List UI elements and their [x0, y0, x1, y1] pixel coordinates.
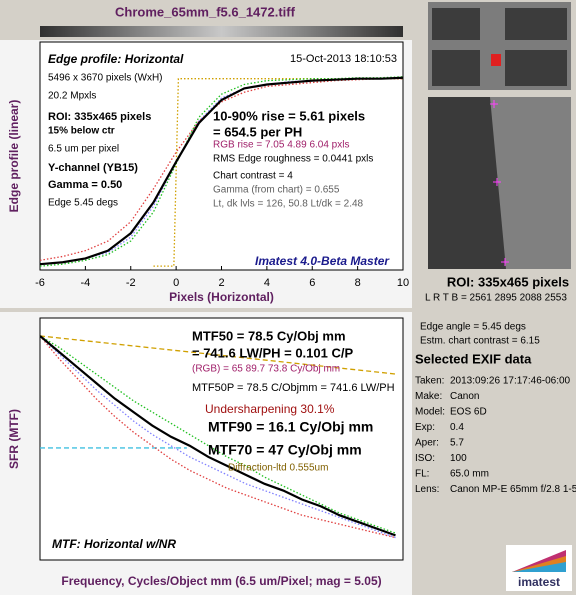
exif-value: 0.4	[450, 422, 464, 433]
x-axis-label: Pixels (Horizontal)	[169, 290, 274, 304]
series-line	[39, 335, 396, 375]
annotation: Edge profile: Horizontal	[48, 52, 184, 66]
series-line	[39, 78, 403, 261]
logo: imatest	[506, 545, 572, 591]
plot-area	[39, 317, 404, 561]
annotation: 20.2 Mpxls	[48, 91, 96, 102]
exif-label: Lens:	[415, 484, 439, 495]
x-tick-label: -6	[35, 277, 45, 289]
annotation: = 654.5 per PH	[213, 124, 302, 139]
annotation: RGB rise = 7.05 4.89 6.04 pxls	[213, 140, 349, 151]
annotation: = 741.6 LW/PH = 0.101 C/P	[192, 345, 353, 360]
annotation: 10-90% rise = 5.61 pixels	[213, 108, 365, 123]
edge-thumbnail	[428, 97, 571, 269]
annotation: Gamma = 0.50	[48, 179, 122, 191]
exif-label: Exp:	[415, 422, 435, 433]
file-title: Chrome_65mm_f5.6_1472.tiff	[115, 4, 296, 19]
annotation: Chart contrast = 4	[213, 171, 293, 182]
series-line	[39, 76, 404, 266]
annotation: 15-Oct-2013 18:10:53	[290, 53, 397, 65]
exif-label: Model:	[415, 407, 445, 418]
annotation: 15% below ctr	[48, 126, 115, 137]
roi-thumbnail	[428, 2, 571, 90]
x-tick-label: 2	[218, 277, 224, 289]
exif-title: Selected EXIF data	[415, 351, 532, 366]
annotation: Diffraction-ltd 0.555um	[228, 463, 328, 474]
x-tick-label: -4	[80, 277, 90, 289]
exif-label: FL:	[415, 469, 429, 480]
annotation: 6.5 um per pixel	[48, 144, 119, 155]
exif-value: 100	[450, 453, 467, 464]
exif-label: Taken:	[415, 376, 444, 387]
logo-text: imatest	[518, 575, 560, 589]
annotation: Lt, dk lvls = 126, 50.8 Lt/dk = 2.48	[213, 199, 364, 210]
edge-angle: Edge angle = 5.45 degs	[420, 322, 526, 333]
annotation: 5496 x 3670 pixels (WxH)	[48, 73, 163, 84]
x-tick-label: 4	[264, 277, 270, 289]
annotation: Y-channel (YB15)	[48, 162, 138, 174]
annotation: ROI: 335x465 pixels	[48, 111, 151, 123]
lrtb-text: L R T B = 2561 2895 2088 2553	[425, 293, 567, 304]
roi-text: ROI: 335x465 pixels	[447, 274, 569, 289]
exif-label: Make:	[415, 391, 442, 402]
annotation: MTF90 = 16.1 Cy/Obj mm	[208, 419, 373, 435]
annotation: MTF: Horizontal w/NR	[52, 537, 176, 551]
x-tick-label: 0	[173, 277, 179, 289]
y-axis-label: SFR (MTF)	[7, 409, 21, 469]
exif-value: Canon MP-E 65mm f/2.8 1-5x Macro Photo	[450, 484, 576, 495]
x-tick-label: 6	[309, 277, 315, 289]
x-tick-label: 8	[355, 277, 361, 289]
exif-value: Canon	[450, 391, 479, 402]
annotation: MTF70 = 47 Cy/Obj mm	[208, 442, 362, 458]
exif-value: 2013:09:26 17:17:46-06:00	[450, 376, 571, 387]
annotation: Edge 5.45 degs	[48, 198, 118, 209]
series-line	[39, 335, 396, 539]
exif-value: EOS 6D	[450, 407, 487, 418]
chart-contrast: Estm. chart contrast = 6.15	[420, 336, 540, 347]
y-axis-label: Edge profile (linear)	[7, 100, 21, 213]
exif-label: ISO:	[415, 453, 435, 464]
exif-value: 65.0 mm	[450, 469, 489, 480]
annotation: MTF50P = 78.5 C/Objmm = 741.6 LW/PH	[192, 382, 395, 394]
annotation: Gamma (from chart) = 0.655	[213, 185, 340, 196]
x-axis-label: Frequency, Cycles/Object mm (6.5 um/Pixe…	[61, 574, 381, 588]
annotation: RMS Edge roughness = 0.0441 pxls	[213, 154, 373, 165]
annotation: MTF50 = 78.5 Cy/Obj mm	[192, 328, 346, 343]
exif-label: Aper:	[415, 438, 439, 449]
annotation: (RGB) = 65 89.7 73.8 Cy/Obj mm	[192, 364, 340, 375]
series-line	[39, 335, 396, 537]
series-line	[39, 335, 396, 539]
exif-value: 5.7	[450, 438, 464, 449]
side-panel: ROI: 335x465 pixels L R T B = 2561 2895 …	[415, 274, 576, 495]
annotation: Imatest 4.0-Beta Master	[255, 254, 390, 268]
annotation: Undersharpening 30.1%	[205, 402, 335, 416]
exif-table: Taken: 2013:09:26 17:17:46-06:00 Make: Cano…	[415, 376, 576, 496]
x-tick-label: -2	[126, 277, 136, 289]
gray-bar	[40, 26, 403, 37]
x-tick-label: 10	[397, 277, 409, 289]
series-line	[39, 77, 404, 265]
